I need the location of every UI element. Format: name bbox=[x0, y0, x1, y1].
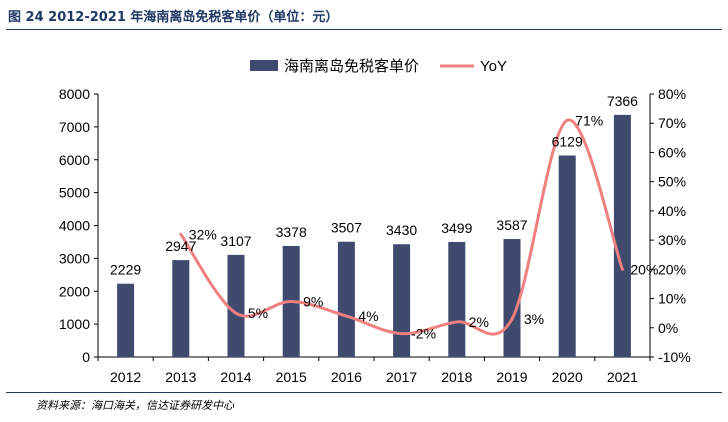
right-tick-label: 40% bbox=[658, 203, 686, 219]
bar-value-label: 3378 bbox=[276, 224, 307, 240]
bar-value-label: 2947 bbox=[165, 238, 196, 254]
right-tick-label: 20% bbox=[658, 261, 686, 277]
yoy-value-label: 3% bbox=[524, 311, 544, 327]
bar-value-label: 3587 bbox=[496, 217, 527, 233]
left-tick-label: 8000 bbox=[59, 86, 90, 102]
bar bbox=[613, 114, 631, 358]
left-tick-label: 1000 bbox=[59, 316, 90, 332]
bar bbox=[558, 155, 576, 357]
x-tick-label: 2016 bbox=[331, 369, 362, 385]
bar-value-label: 3507 bbox=[331, 220, 362, 236]
chart-legend: 海南离岛免税客单价 YoY bbox=[250, 58, 507, 75]
yoy-value-label: 71% bbox=[575, 112, 603, 128]
legend-line-label: YoY bbox=[480, 58, 507, 75]
yoy-value-label: 20% bbox=[630, 261, 658, 277]
left-tick-label: 2000 bbox=[59, 283, 90, 299]
left-tick-label: 0 bbox=[82, 349, 90, 365]
bar bbox=[172, 260, 190, 357]
right-tick-label: 70% bbox=[658, 115, 686, 131]
x-tick-label: 2012 bbox=[110, 369, 141, 385]
left-tick-label: 7000 bbox=[59, 119, 90, 135]
bar bbox=[448, 241, 466, 357]
bar-value-label: 2229 bbox=[110, 262, 141, 278]
right-tick-label: 10% bbox=[658, 291, 686, 307]
source-note: 资料来源：海口海关，信达证券研发中心 bbox=[36, 399, 234, 412]
bar-value-label: 7366 bbox=[607, 93, 638, 109]
bar-value-label: 3107 bbox=[220, 233, 251, 249]
right-tick-label: 30% bbox=[658, 232, 686, 248]
x-tick-label: 2014 bbox=[220, 369, 251, 385]
figure-title: 图 24 2012-2021 年海南离岛免税客单价（单位：元） bbox=[8, 10, 339, 25]
yoy-value-label: 2% bbox=[469, 314, 489, 330]
left-tick-label: 6000 bbox=[59, 152, 90, 168]
x-tick-label: 2020 bbox=[552, 369, 583, 385]
yoy-line bbox=[179, 118, 624, 336]
x-tick-label: 2015 bbox=[276, 369, 307, 385]
yoy-value-label: -2% bbox=[411, 326, 436, 342]
yoy-value-label: 5% bbox=[248, 305, 268, 321]
bar bbox=[227, 254, 245, 357]
bar bbox=[117, 283, 135, 357]
bar bbox=[503, 239, 521, 357]
bar-value-label: 6129 bbox=[552, 134, 583, 150]
legend-bar-label: 海南离岛免税客单价 bbox=[284, 58, 419, 75]
source-rule bbox=[6, 392, 722, 393]
x-tick-label: 2017 bbox=[386, 369, 417, 385]
right-tick-label: 60% bbox=[658, 144, 686, 160]
yoy-value-label: 32% bbox=[189, 226, 217, 242]
legend-bar-swatch bbox=[250, 60, 278, 71]
right-tick-label: 0% bbox=[658, 320, 678, 336]
left-tick-label: 5000 bbox=[59, 185, 90, 201]
data-labels: 2229 2947 3107 3378 3507 3430 3499 3587 6129 7366… bbox=[110, 93, 658, 342]
right-tick-label: 80% bbox=[658, 86, 686, 102]
x-tick-label: 2018 bbox=[441, 369, 472, 385]
chart-axes: 0 1000 2000 3000 4000 5000 6000 7000 8000 -10% 0% 1… bbox=[59, 86, 691, 385]
bar-value-label: 3430 bbox=[386, 222, 417, 238]
left-tick-label: 4000 bbox=[59, 218, 90, 234]
bar-value-label: 3499 bbox=[441, 220, 472, 236]
yoy-value-label: 9% bbox=[303, 293, 323, 309]
yoy-value-label: 4% bbox=[358, 308, 378, 324]
yoy-series bbox=[179, 118, 624, 336]
bar bbox=[393, 244, 411, 357]
bar bbox=[337, 241, 355, 357]
left-tick-label: 3000 bbox=[59, 250, 90, 266]
x-tick-label: 2013 bbox=[165, 369, 196, 385]
right-tick-label: 50% bbox=[658, 174, 686, 190]
title-rule bbox=[6, 29, 722, 30]
x-tick-label: 2021 bbox=[607, 369, 638, 385]
x-tick-label: 2019 bbox=[496, 369, 527, 385]
right-tick-label: -10% bbox=[658, 349, 691, 365]
